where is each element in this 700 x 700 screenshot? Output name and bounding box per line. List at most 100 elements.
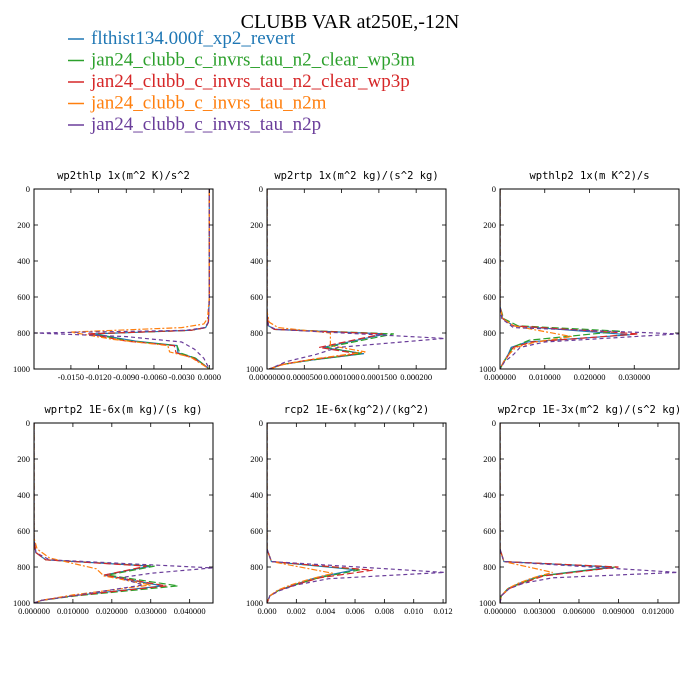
series-line [34,423,151,603]
x-tick-label: 0.010000 [57,606,89,616]
y-tick-label: 400 [483,490,496,500]
series-line [267,189,387,369]
y-tick-label: 600 [483,292,496,302]
x-tick-label: -0.0120 [85,372,111,382]
x-tick-label: 0.030000 [618,372,650,382]
x-tick-label: 0.030000 [135,606,167,616]
series-line [93,189,210,369]
legend-entry: jan24_clubb_c_invrs_tau_n2_clear_wp3m [68,50,415,71]
legend-label: jan24_clubb_c_invrs_tau_n2p [90,114,321,135]
x-tick-label: 0.0000000 [249,372,285,382]
y-tick-label: 400 [250,490,263,500]
panel: wp2rcp 1E-3x(m^2 kg)/(s^2 kg)0 200 400 600 8… [479,404,681,616]
x-tick-label: 0.0001000 [324,372,360,382]
y-tick-label: 600 [17,292,30,302]
series-line [267,189,366,369]
series-line [34,423,163,603]
series-line [34,423,213,603]
series-group [500,189,679,369]
y-tick-label: 0 [492,418,496,428]
y-tick-label: 600 [250,292,263,302]
panel: rcp2 1E-6x(kg^2)/(kg^2) 0 200 400 600 800 1000… [246,404,453,616]
series-line [91,189,210,369]
legend-label: jan24_clubb_c_invrs_tau_n2_clear_wp3m [90,50,415,71]
legend-entry: jan24_clubb_c_invrs_tau_n2m [68,93,327,114]
series-line [500,423,619,603]
y-tick-label: 0 [26,418,30,428]
x-tick-label: 0.009000 [603,606,635,616]
y-tick-label: 1000 [479,364,496,374]
x-tick-label: 0.000200 [400,372,432,382]
y-tick-label: 1000 [246,598,263,608]
y-tick-label: 800 [250,562,263,572]
series-line [500,189,572,369]
y-tick-label: 400 [483,256,496,266]
series-line [500,189,621,369]
legend-label: flthist134.000f_xp2_revert [91,28,296,49]
y-tick-label: 800 [250,328,263,338]
panel-title: wp2thlp 1x(m^2 K)/s^2 [57,170,190,182]
panel-title: wp2rtp 1x(m^2 kg)/(s^2 kg) [274,170,438,182]
series-line [34,189,210,369]
legend-entry: flthist134.000f_xp2_revert [68,28,296,49]
plot-frame [499,422,680,604]
legend-label: jan24_clubb_c_invrs_tau_n2m [90,93,327,114]
panel-title: wp2rcp 1E-3x(m^2 kg)/(s^2 kg) [498,404,681,416]
x-tick-label: 0.020000 [574,372,606,382]
y-tick-label: 1000 [246,364,263,374]
x-tick-label: 0.0001500 [361,372,397,382]
x-tick-label: 0.010 [404,606,423,616]
x-tick-label: 0.000000 [18,606,50,616]
x-tick-label: 0.003000 [524,606,556,616]
series-group [34,423,213,603]
x-tick-label: 0.0000 [198,372,221,382]
y-tick-label: 200 [483,454,496,464]
y-tick-label: 200 [17,454,30,464]
panel-grid: wp2thlp 1x(m^2 K)/s^2 0 200 400 600 800 1000 -0… [13,170,681,616]
y-tick-label: 200 [483,220,496,230]
series-line [500,189,679,369]
plot-frame [33,188,214,370]
y-tick-label: 400 [250,256,263,266]
plot-frame [266,188,447,370]
panel-title: rcp2 1E-6x(kg^2)/(kg^2) [284,404,429,416]
y-tick-label: 200 [250,454,263,464]
y-tick-label: 600 [483,526,496,536]
series-line [87,189,210,369]
series-line [500,189,630,369]
x-tick-label: 0.012000 [642,606,674,616]
panel: wprtp2 1E-6x(m kg)/(s kg) 0 200 400 600 800 10… [13,404,214,616]
x-tick-label: 0.020000 [96,606,128,616]
y-tick-label: 0 [26,184,30,194]
x-tick-label: 0.010000 [529,372,561,382]
y-tick-label: 0 [259,184,263,194]
plot-frame [33,422,214,604]
series-group [500,423,678,603]
y-tick-label: 800 [17,328,30,338]
y-tick-label: 0 [259,418,263,428]
panel-title: wpthlp2 1x(m K^2)/s [529,170,649,182]
x-tick-label: 0.006 [345,606,364,616]
x-tick-label: -0.0030 [169,372,195,382]
panel-title: wprtp2 1E-6x(m kg)/(s kg) [44,404,202,416]
series-line [34,423,167,603]
series-line [267,423,373,603]
y-tick-label: 800 [17,562,30,572]
series-line [267,423,334,603]
x-tick-label: -0.0150 [58,372,84,382]
y-tick-label: 0 [492,184,496,194]
plot-frame [266,422,447,604]
x-tick-label: 0.000 [257,606,276,616]
series-line [267,423,356,603]
x-tick-label: -0.0060 [141,372,167,382]
series-line [500,189,639,369]
y-tick-label: 1000 [13,598,30,608]
x-tick-label: 0.006000 [563,606,595,616]
panel: wp2rtp 1x(m^2 kg)/(s^2 kg) 0 200 400 600 800 1… [246,170,447,382]
y-tick-label: 200 [17,220,30,230]
x-tick-label: 0.002 [287,606,306,616]
series-group [267,189,445,369]
y-tick-label: 600 [17,526,30,536]
legend-entry: jan24_clubb_c_invrs_tau_n2p [68,114,321,135]
legend-label: jan24_clubb_c_invrs_tau_n2_clear_wp3p [90,71,410,92]
